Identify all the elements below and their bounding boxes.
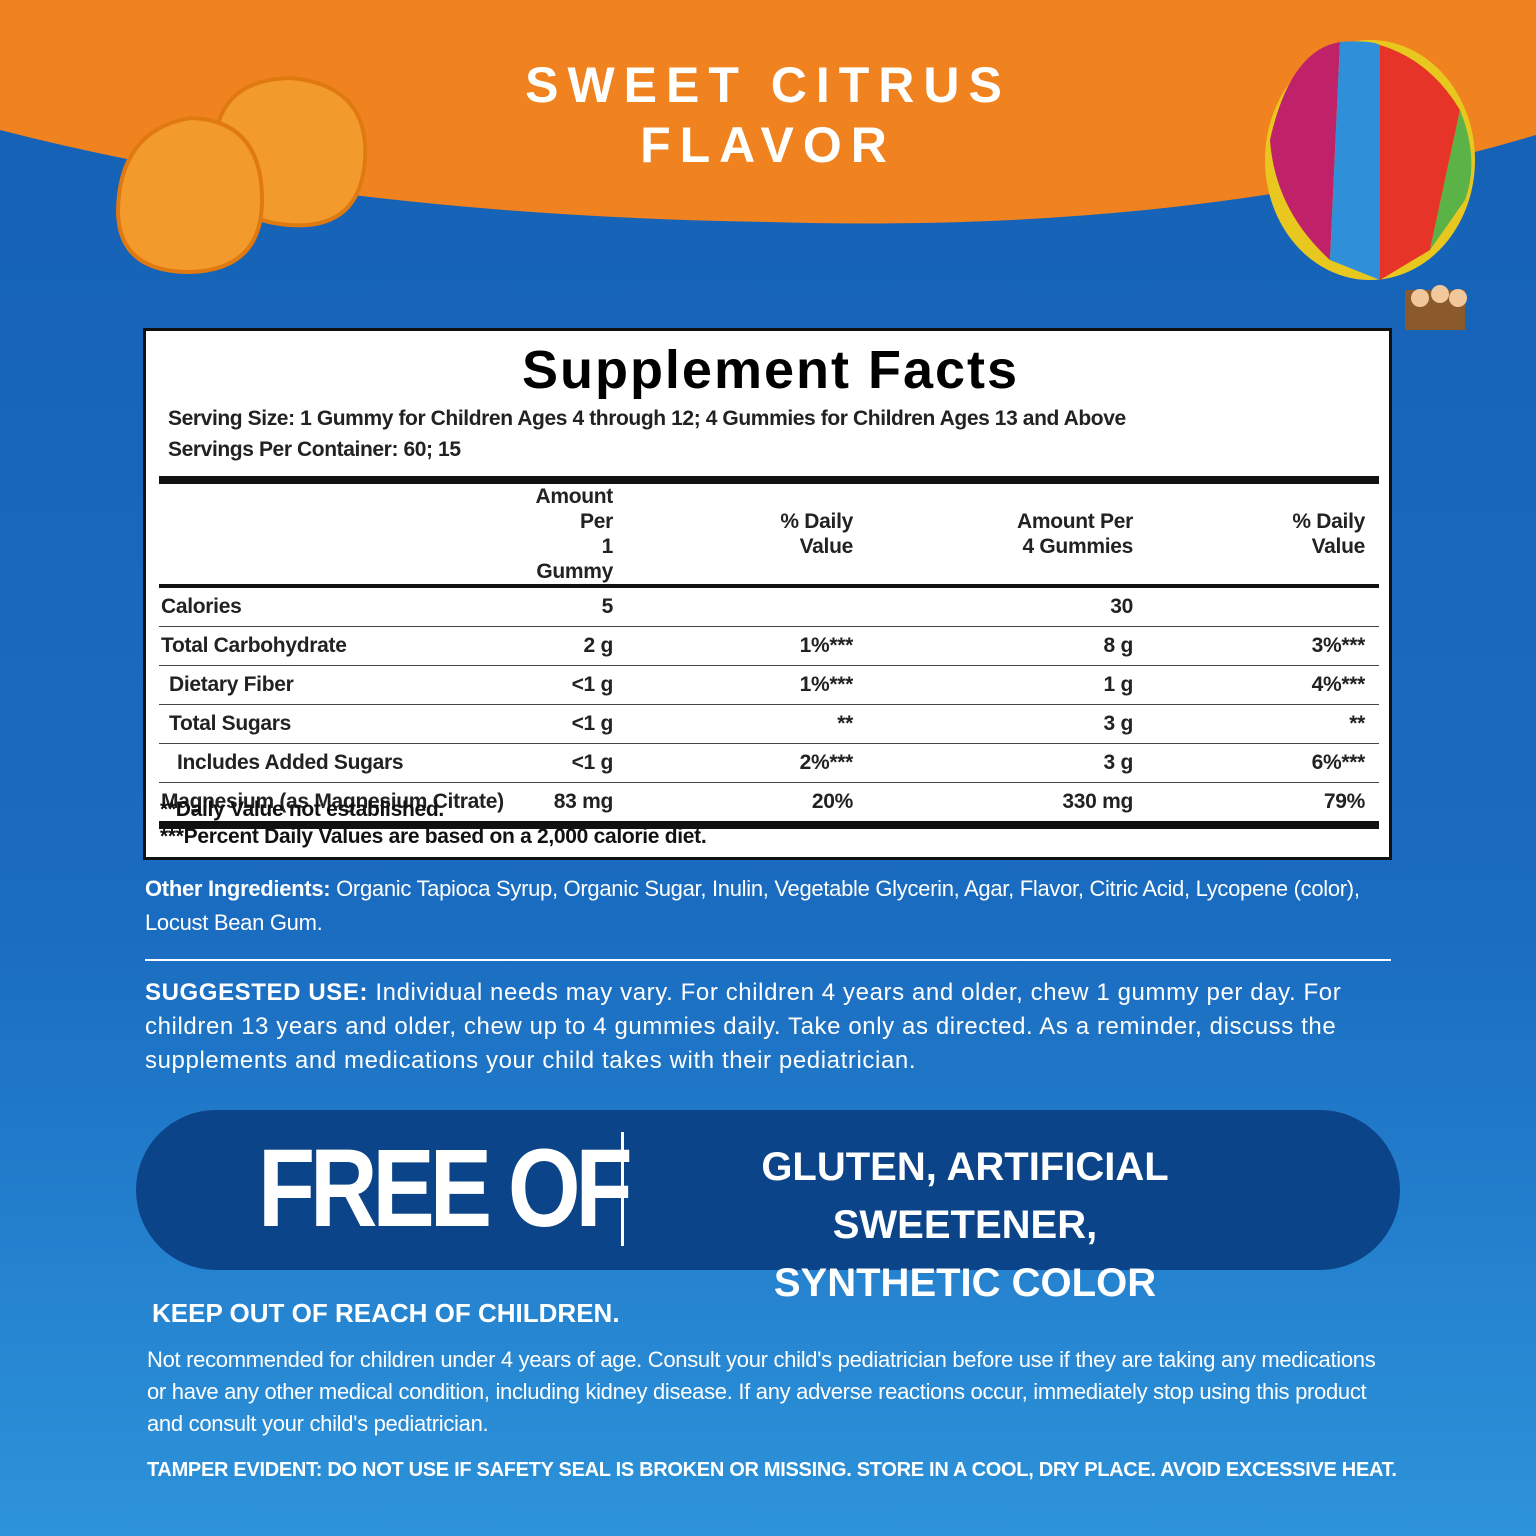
- free-of-title: FREE OF: [258, 1127, 633, 1250]
- cell-value: **: [621, 704, 861, 744]
- cell-value: 8 g: [861, 626, 1141, 666]
- other-ingredients: Other Ingredients: Organic Tapioca Syrup…: [145, 872, 1395, 940]
- warning-text: Not recommended for children under 4 yea…: [147, 1347, 1376, 1436]
- cell-value: 1%***: [621, 665, 861, 705]
- cell-value: <1 g: [519, 665, 621, 705]
- free-of-line: GLUTEN, ARTIFICIAL SWEETENER,: [761, 1145, 1169, 1247]
- footnote: **Daily Value not established.: [160, 798, 444, 821]
- divider: [145, 959, 1391, 961]
- header-line: Amount Per: [535, 485, 613, 533]
- header-row: Amount Per 1 Gummy% Daily Value Amount Per 4…: [159, 480, 1379, 588]
- header-line: % Daily: [1292, 510, 1365, 533]
- header-line: 1 Gummy: [536, 535, 613, 583]
- header-line: % Daily: [780, 510, 853, 533]
- facts-table: Amount Per 1 Gummy% Daily Value Amount Per 4…: [159, 476, 1379, 829]
- tamper-notice: TAMPER EVIDENT: DO NOT USE IF SAFETY SEA…: [147, 1459, 1397, 1481]
- column-header: Amount Per 1 Gummy: [519, 480, 621, 588]
- footnote: ***Percent Daily Values are based on a 2…: [160, 825, 707, 848]
- cell-value: 4%***: [1141, 665, 1379, 705]
- cell-value: 83 mg: [553, 790, 614, 813]
- header-line: 4 Gummies: [1022, 535, 1133, 558]
- cell-value: <1 g: [519, 743, 621, 783]
- free-of-banner: [136, 1110, 1400, 1270]
- facts-panel: Supplement Facts Serving Size: 1 Gummy f…: [143, 328, 1392, 860]
- cell-value: <1 g: [519, 704, 621, 744]
- nutrient-name: Calories: [159, 586, 519, 627]
- cell-value: 30: [861, 586, 1141, 627]
- free-of-line: SYNTHETIC COLOR: [773, 1261, 1157, 1305]
- cell-value: 20%: [811, 790, 853, 813]
- cell-value: **: [1141, 704, 1379, 744]
- warning-title: KEEP OUT OF REACH OF CHILDREN.: [152, 1298, 620, 1328]
- cell-value: 3%***: [1141, 626, 1379, 666]
- flavor-title: FLAVOR: [640, 117, 896, 173]
- column-header: Amount Per 4 Gummies: [861, 480, 1141, 588]
- facts-row: Total Carbohydrate 2 g 1%*** 8 g 3%***: [159, 626, 1379, 666]
- nutrient-name: Includes Added Sugars: [159, 743, 519, 783]
- free-of-list: GLUTEN, ARTIFICIAL SWEETENER, SYNTHETIC …: [640, 1138, 1290, 1312]
- header-art: [0, 0, 1536, 330]
- cell-value: 2%***: [621, 743, 861, 783]
- cell-value: 6%***: [1141, 743, 1379, 783]
- nutrient-name: Magnesium (as Magnesium Citrate): [161, 790, 504, 813]
- cell-value: [621, 586, 861, 627]
- text: Organic Tapioca Syrup, Organic Sugar, In…: [145, 876, 1360, 935]
- column-header: [159, 480, 519, 588]
- text: Individual needs may vary. For children …: [145, 979, 1342, 1074]
- cell-value: 3 g: [861, 743, 1141, 783]
- label: Other Ingredients:: [145, 876, 331, 901]
- label: SUGGESTED USE:: [145, 979, 369, 1006]
- suggested-use: SUGGESTED USE: Individual needs may vary…: [145, 976, 1395, 1078]
- facts-row: Calories 5 30: [159, 586, 1379, 627]
- header-line: Amount Per: [1016, 510, 1133, 533]
- servings-per-container: Servings Per Container: 60; 15: [168, 438, 461, 461]
- column-header: % Daily Value: [1141, 480, 1379, 588]
- facts-title: Supplement Facts: [521, 340, 1020, 400]
- cell-value: 1%***: [621, 626, 861, 666]
- facts-row: Total Sugars <1 g ** 3 g **: [159, 704, 1379, 744]
- cell-value: 3 g: [861, 704, 1141, 744]
- nutrient-name: Total Carbohydrate: [159, 626, 519, 666]
- cell-value: [1141, 586, 1379, 627]
- cell-value: 1 g: [861, 665, 1141, 705]
- serving-size: Serving Size: 1 Gummy for Children Ages …: [168, 407, 1126, 430]
- facts-row: Dietary Fiber <1 g 1%*** 1 g 4%***: [159, 665, 1379, 705]
- flavor-title: SWEET CITRUS: [525, 57, 1011, 113]
- cell-value: 2 g: [519, 626, 621, 666]
- cell-value: 330 mg: [1062, 790, 1133, 813]
- divider: [621, 1132, 624, 1246]
- column-header: % Daily Value: [621, 480, 861, 588]
- nutrient-name: Total Sugars: [159, 704, 519, 744]
- header-line: Value: [799, 535, 854, 558]
- cell-value: 79%: [1323, 790, 1365, 813]
- header-line: Value: [1311, 535, 1366, 558]
- nutrient-name: Dietary Fiber: [159, 665, 519, 705]
- facts-row: Includes Added Sugars <1 g 2%*** 3 g 6%***: [159, 743, 1379, 783]
- facts-row: Magnesium (as Magnesium Citrate) 83 mg 20%…: [159, 783, 1379, 826]
- cell-value: 5: [519, 586, 621, 627]
